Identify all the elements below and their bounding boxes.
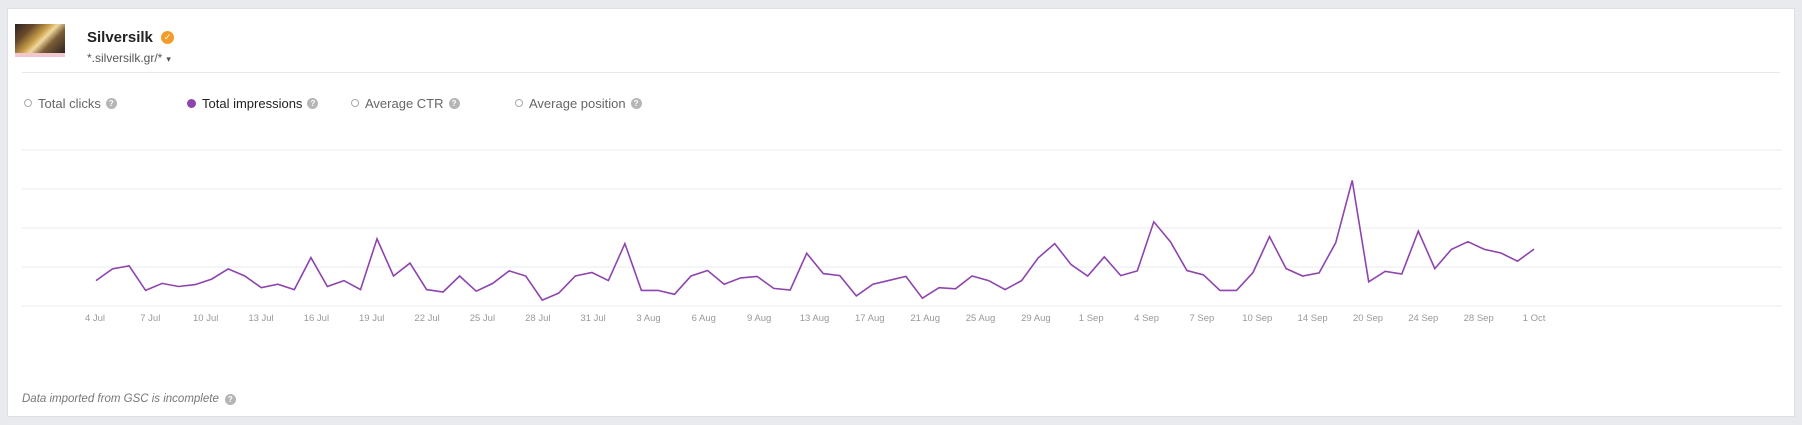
performance-card: Silversilk ✓ *.silversilk.gr/* ▾ Total cl…	[7, 8, 1795, 417]
x-tick-label: 16 Jul	[304, 313, 329, 324]
x-tick-label: 24 Sep	[1408, 313, 1438, 324]
x-tick-label: 10 Jul	[193, 313, 218, 324]
radio-selected-icon	[187, 98, 196, 108]
gsc-incomplete-note: Data imported from GSC is incomplete ?	[22, 393, 236, 405]
metric-label: Total impressions	[202, 95, 303, 111]
x-tick-label: 20 Sep	[1353, 313, 1383, 324]
metric-total-clicks[interactable]: Total clicks ?	[24, 94, 117, 112]
help-icon[interactable]: ?	[105, 97, 117, 109]
metric-average-position[interactable]: Average position ?	[515, 94, 642, 112]
help-icon[interactable]: ?	[307, 97, 319, 109]
metric-label: Average CTR	[365, 95, 444, 111]
x-tick-label: 1 Oct	[1523, 313, 1546, 324]
site-name: Silversilk	[87, 29, 153, 46]
metric-total-impressions[interactable]: Total impressions ?	[187, 94, 319, 112]
x-tick-label: 14 Sep	[1298, 313, 1328, 324]
x-tick-label: 22 Jul	[414, 313, 439, 324]
metric-label: Average position	[529, 95, 626, 111]
x-tick-label: 7 Jul	[140, 313, 160, 324]
x-tick-label: 21 Aug	[910, 313, 940, 324]
x-tick-label: 13 Jul	[248, 313, 273, 324]
x-tick-label: 4 Sep	[1134, 313, 1159, 324]
x-tick-label: 31 Jul	[580, 313, 605, 324]
series-line-impressions	[95, 180, 1535, 302]
x-tick-label: 1 Sep	[1079, 313, 1104, 324]
metric-label: Total clicks	[38, 95, 101, 111]
metric-average-ctr[interactable]: Average CTR ?	[351, 94, 460, 112]
x-tick-label: 19 Jul	[359, 313, 384, 324]
x-tick-label: 3 Aug	[636, 313, 660, 324]
radio-icon	[515, 99, 523, 107]
x-tick-label: 28 Sep	[1464, 313, 1494, 324]
domain-label: *.silversilk.gr/*	[87, 51, 163, 65]
header-divider	[22, 72, 1780, 73]
impressions-line-chart: 4 Jul 7 Jul 10 Jul 13 Jul 16 Jul 19 Jul 22 Jul…	[22, 149, 1782, 324]
x-tick-label: 6 Aug	[692, 313, 716, 324]
help-icon[interactable]: ?	[448, 97, 460, 109]
footnote-text: Data imported from GSC is incomplete	[22, 393, 219, 405]
x-tick-label: 13 Aug	[800, 313, 830, 324]
help-icon[interactable]: ?	[630, 97, 642, 109]
radio-icon	[351, 99, 359, 107]
x-tick-label: 10 Sep	[1242, 313, 1272, 324]
radio-icon	[24, 99, 32, 107]
x-tick-label: 28 Jul	[525, 313, 550, 324]
verified-check-icon: ✓	[161, 31, 174, 44]
site-thumbnail	[15, 24, 65, 57]
x-tick-label: 25 Aug	[966, 313, 996, 324]
x-tick-label: 25 Jul	[470, 313, 495, 324]
x-tick-label: 17 Aug	[855, 313, 885, 324]
help-icon[interactable]: ?	[224, 393, 236, 405]
x-tick-label: 29 Aug	[1021, 313, 1051, 324]
x-tick-label: 7 Sep	[1189, 313, 1214, 324]
domain-selector[interactable]: *.silversilk.gr/* ▾	[87, 51, 171, 65]
x-tick-label: 4 Jul	[85, 313, 105, 324]
chevron-down-icon: ▾	[166, 54, 171, 64]
x-tick-label: 9 Aug	[747, 313, 771, 324]
